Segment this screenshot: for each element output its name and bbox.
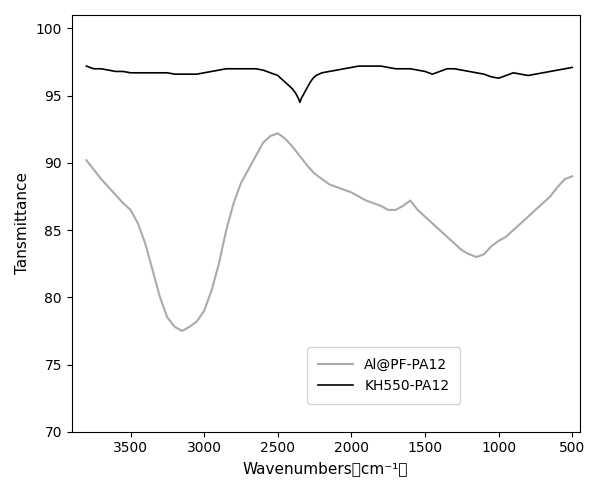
X-axis label: Wavenumbers（cm⁻¹）: Wavenumbers（cm⁻¹） [243, 461, 409, 476]
Al@PF-PA12 [274, 130, 281, 136]
Al@PF-PA12 [569, 173, 576, 179]
Al@PF-PA12 [83, 157, 90, 163]
Al@PF-PA12 [120, 200, 127, 206]
Y-axis label: Tansmittance: Tansmittance [15, 172, 30, 274]
Al@PF-PA12 [539, 200, 546, 206]
Al@PF-PA12 [142, 241, 149, 246]
KH550-PA12 [313, 73, 320, 79]
Al@PF-PA12 [296, 153, 304, 159]
KH550-PA12 [502, 73, 510, 79]
KH550-PA12 [260, 67, 267, 73]
KH550-PA12 [296, 100, 304, 106]
KH550-PA12 [83, 63, 90, 69]
Legend: Al@PF-PA12, KH550-PA12: Al@PF-PA12, KH550-PA12 [307, 347, 460, 404]
Al@PF-PA12 [319, 176, 326, 182]
Al@PF-PA12 [466, 251, 473, 257]
KH550-PA12 [569, 64, 576, 70]
KH550-PA12 [487, 74, 495, 80]
KH550-PA12 [525, 73, 532, 79]
Al@PF-PA12 [178, 328, 186, 334]
KH550-PA12 [201, 70, 208, 76]
Line: KH550-PA12: KH550-PA12 [87, 66, 572, 103]
Line: Al@PF-PA12: Al@PF-PA12 [87, 133, 572, 331]
